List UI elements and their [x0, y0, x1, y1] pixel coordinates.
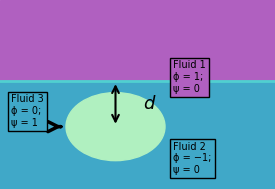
- Bar: [0, 81, 275, 189]
- Text: Fluid 2
ϕ = −1;
ψ = 0: Fluid 2 ϕ = −1; ψ = 0: [173, 142, 212, 175]
- Circle shape: [66, 93, 165, 161]
- Text: $d$: $d$: [143, 95, 156, 113]
- Bar: [0, 0, 275, 81]
- Text: Fluid 3
ϕ = 0;
ψ = 1: Fluid 3 ϕ = 0; ψ = 1: [11, 94, 44, 128]
- Text: Fluid 1
ϕ = 1;
ψ = 0: Fluid 1 ϕ = 1; ψ = 0: [173, 60, 206, 94]
